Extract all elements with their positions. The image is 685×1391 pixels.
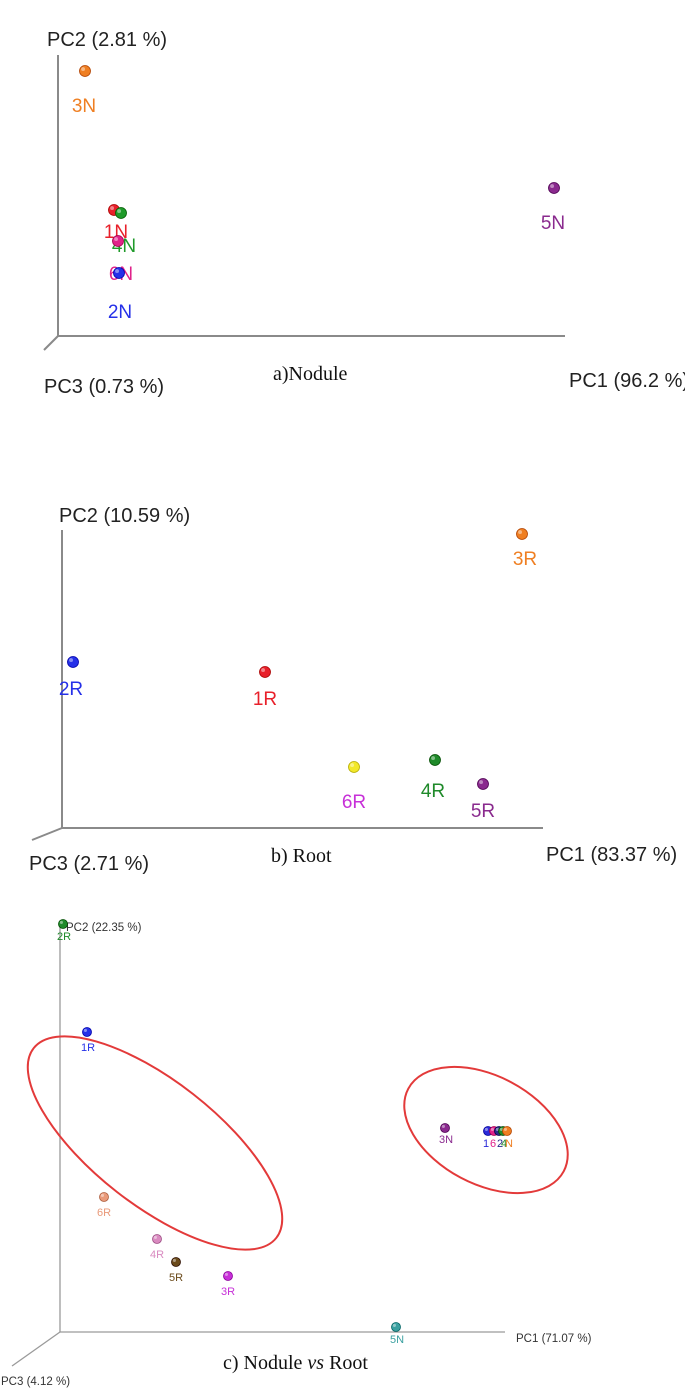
- point-highlight-4R: [153, 1235, 157, 1240]
- panel-a-caption: a)Nodule: [273, 363, 348, 385]
- panel-b-pc2-label: PC2 (10.59 %): [59, 505, 190, 527]
- point-marker-2N: [113, 267, 125, 279]
- panel-b-root: PC2 (10.59 %) PC3 (2.71 %) PC1 (83.37 %)…: [29, 505, 677, 875]
- point-label-1R: 1R: [81, 1042, 95, 1054]
- point-marker-1R: [82, 1027, 92, 1037]
- panel-a-points: 3N1N4N6N2N5N: [72, 65, 565, 323]
- point-marker-6N: [112, 235, 124, 247]
- panel-b-caption: b) Root: [271, 845, 332, 867]
- point-marker-5N: [391, 1322, 401, 1332]
- point-label-6R: 6R: [97, 1207, 111, 1219]
- point-highlight-5R: [479, 780, 484, 784]
- point-highlight-6N: [114, 237, 118, 241]
- point-highlight-4N: [117, 209, 121, 213]
- point-marker-3R: [223, 1271, 233, 1281]
- point-marker-4R: [429, 754, 441, 766]
- point-highlight-6R: [350, 763, 355, 767]
- panel-c-pc2-label: PC2 (22.35 %): [66, 922, 142, 934]
- panel-c-caption: c) Nodule vs Root: [223, 1352, 368, 1374]
- point-label-5R: 5R: [471, 801, 495, 822]
- point-highlight-2N: [115, 269, 119, 274]
- point-marker-6R: [348, 761, 360, 773]
- panel-c-pc3-axis: [11, 1331, 61, 1367]
- point-label-2R: 2R: [59, 679, 83, 700]
- point-highlight-1R: [261, 668, 266, 672]
- root-cluster-ellipse: [26, 1035, 284, 1251]
- point-label-6: 6: [490, 1138, 496, 1150]
- panel-a-nodule: PC2 (2.81 %) PC3 (0.73 %) PC1 (96.2 %) a…: [43, 29, 685, 398]
- panel-c-points: 2R 1R 6R 4R 5R 3R 3N 1 6 24N 5N: [57, 919, 513, 1346]
- point-highlight-3N: [81, 67, 85, 71]
- point-marker-4N: [115, 207, 127, 219]
- point-marker-3N: [79, 65, 91, 77]
- panel-b-points: 3R 2R 1R 6R 4R 5R: [59, 528, 537, 822]
- point-highlight-5R: [172, 1258, 176, 1263]
- point-marker-1R: [259, 666, 271, 678]
- point-highlight-1R: [83, 1028, 88, 1033]
- point-label-6R: 6R: [342, 792, 366, 813]
- point-marker-5R: [171, 1257, 181, 1267]
- nodule-cluster-ellipse: [403, 1065, 569, 1195]
- point-label-4R: 4R: [421, 781, 445, 802]
- point-marker-5N: [548, 182, 560, 194]
- panel-a-pc1-label: PC1 (96.2 %): [569, 370, 685, 392]
- point-highlight-1N: [110, 206, 114, 210]
- panel-c-pc3-label: PC3 (4.12 %): [1, 1376, 70, 1388]
- point-highlight-6R: [100, 1193, 105, 1198]
- point-label-4: 4: [501, 1138, 507, 1150]
- panel-a-pc3-label: PC3 (0.73 %): [44, 376, 164, 398]
- point-label-2N: 2N: [108, 302, 132, 323]
- point-highlight-3N: [441, 1124, 445, 1129]
- point-marker-N: [502, 1126, 512, 1136]
- point-marker-3R: [516, 528, 528, 540]
- point-highlight-5N: [550, 184, 554, 188]
- point-label-2R: 2R: [57, 931, 71, 943]
- point-highlight-N: [503, 1127, 507, 1132]
- point-highlight-3R: [518, 530, 522, 534]
- panel-c-pc1-label: PC1 (71.07 %): [516, 1333, 592, 1345]
- point-highlight-2R: [59, 920, 63, 924]
- point-marker-5R: [477, 778, 489, 790]
- panel-b-pc3-label: PC3 (2.71 %): [29, 853, 149, 875]
- point-label-1R: 1R: [253, 689, 277, 710]
- panel-a-pc2-label: PC2 (2.81 %): [47, 29, 167, 51]
- point-marker-4R: [152, 1234, 162, 1244]
- point-label-3N: 3N: [439, 1134, 453, 1146]
- point-label-5R: 5R: [169, 1272, 183, 1284]
- panel-a-pc3-axis: [43, 335, 59, 351]
- point-highlight-5N: [392, 1323, 396, 1328]
- point-highlight-4R: [431, 756, 436, 760]
- point-highlight-2R: [69, 658, 73, 662]
- point-highlight-3R: [224, 1272, 228, 1277]
- point-label-3R: 3R: [221, 1286, 235, 1298]
- point-label-2: 2: [497, 1138, 503, 1150]
- panel-c-nodule-vs-root: PC2 (22.35 %) PC3 (4.12 %) PC1 (71.07 %)…: [1, 919, 592, 1388]
- point-label-5N: 5N: [541, 213, 565, 234]
- point-label-4R: 4R: [150, 1249, 164, 1261]
- point-label-N: N: [505, 1138, 513, 1150]
- point-marker-6R: [99, 1192, 109, 1202]
- panel-b-pc3-axis: [31, 827, 63, 841]
- point-highlight-6: [490, 1127, 494, 1132]
- point-label-3R: 3R: [513, 549, 537, 570]
- point-label-1: 1: [483, 1138, 489, 1150]
- point-highlight-1: [484, 1127, 488, 1132]
- panel-b-pc1-label: PC1 (83.37 %): [546, 844, 677, 866]
- point-marker-3N: [440, 1123, 450, 1133]
- point-label-5N: 5N: [390, 1334, 404, 1346]
- point-label-3N: 3N: [72, 96, 96, 117]
- point-marker-2R: [58, 919, 68, 929]
- point-marker-2R: [67, 656, 79, 668]
